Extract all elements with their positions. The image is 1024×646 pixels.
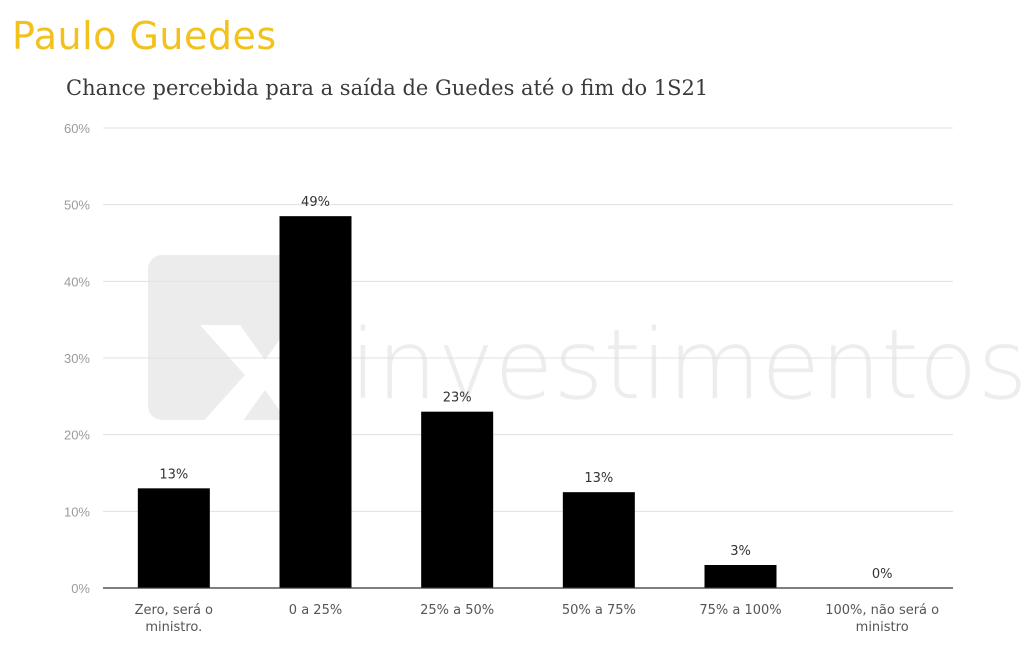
bar: [704, 565, 777, 588]
data-label: 23%: [443, 391, 472, 406]
data-label: 3%: [730, 544, 751, 559]
bars: [137, 216, 777, 588]
y-tick-label: 40%: [64, 274, 90, 289]
chart-title: Chance percebida para a saída de Guedes …: [66, 76, 709, 100]
y-axis-ticks: 0% 10% 20% 30% 40% 50% 60%: [64, 121, 90, 596]
x-category-label: ministro.: [145, 620, 202, 635]
x-category-label: 75% a 100%: [699, 603, 781, 618]
bar: [562, 492, 635, 588]
data-labels: 13% 49% 23% 13% 3% 0%: [159, 195, 892, 582]
watermark-brand-text: investimentos: [350, 309, 1024, 421]
x-category-label: Zero, será o: [135, 603, 213, 618]
x-category-label: ministro: [856, 620, 909, 635]
bar: [279, 216, 352, 588]
data-label: 49%: [301, 195, 330, 210]
x-category-label: 50% a 75%: [562, 603, 636, 618]
page-header: Paulo Guedes: [12, 14, 277, 58]
y-tick-label: 0%: [71, 581, 90, 596]
y-tick-label: 60%: [64, 121, 90, 136]
bar: [137, 488, 210, 588]
data-label: 13%: [584, 471, 613, 486]
xp-watermark-logo: investimentos: [148, 255, 1024, 425]
data-label: 0%: [872, 567, 893, 582]
x-category-label: 25% a 50%: [420, 603, 494, 618]
x-axis-categories: Zero, será o ministro. 0 a 25% 25% a 50% 50%…: [135, 603, 940, 635]
gridlines: [103, 127, 953, 512]
x-category-label: 0 a 25%: [289, 603, 342, 618]
y-tick-label: 20%: [64, 428, 90, 443]
x-category-label: 100%, não será o: [825, 603, 939, 618]
data-label: 13%: [159, 467, 188, 482]
bar: [421, 411, 494, 588]
y-tick-label: 50%: [64, 198, 90, 213]
y-tick-label: 10%: [64, 504, 90, 519]
y-tick-label: 30%: [64, 351, 90, 366]
